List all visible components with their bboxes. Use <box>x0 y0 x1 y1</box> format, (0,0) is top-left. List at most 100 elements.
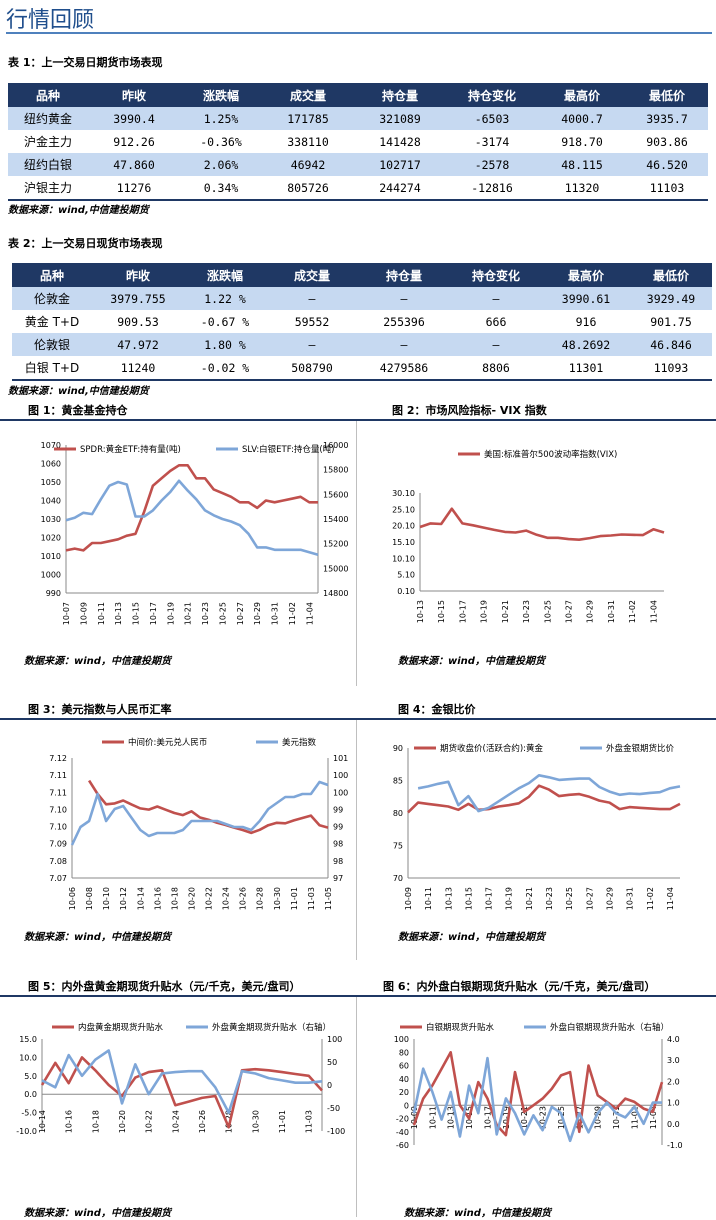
y-tick-label: -10.0 <box>16 1127 37 1136</box>
y-tick-label: 10.10 <box>392 554 415 563</box>
y-tick-label-right: 0 <box>327 1081 332 1090</box>
row-name-cell: 伦敦金 <box>12 287 92 310</box>
y-tick-label: 100 <box>394 1035 409 1044</box>
table-cell: 918.70 <box>561 134 603 149</box>
x-tick-label: 10-21 <box>501 600 510 623</box>
y-tick-label-right: 16000 <box>323 441 348 450</box>
x-tick-label: 10-09 <box>79 602 88 625</box>
y-tick-label-right: 100 <box>327 1035 342 1044</box>
x-tick-label: 11-05 <box>324 887 333 910</box>
y-tick-label: 40 <box>399 1075 409 1084</box>
series-line <box>41 1049 323 1114</box>
table-cell: -12816 <box>446 176 538 201</box>
y-tick-label: 7.10 <box>49 823 67 832</box>
x-tick-label: 10-26 <box>198 1110 207 1133</box>
fig4-title: 图 4：金银比价 <box>398 703 476 716</box>
y-tick-label: 25.10 <box>392 505 415 514</box>
y-tick-label: 7.07 <box>49 874 67 883</box>
x-tick-label: 10-30 <box>251 1110 260 1133</box>
legend-label: 美国:标准普尔500波动率指数(VIX) <box>484 449 617 460</box>
table-cell: 1.22 % <box>184 287 266 310</box>
table-cell: 11320 <box>538 176 626 201</box>
x-tick-label: 11-03 <box>307 887 316 910</box>
x-tick-label: 11-04 <box>666 887 675 910</box>
row-name-cell: 纽约黄金 <box>8 107 88 130</box>
table-cell: 912.26 <box>113 134 155 149</box>
x-tick-label: 11-04 <box>305 602 314 625</box>
table-cell: 3929.49 <box>630 287 712 310</box>
x-tick-label: 10-31 <box>626 887 635 910</box>
x-tick-label: 10-13 <box>447 1106 456 1129</box>
y-tick-label: 80 <box>399 1048 409 1057</box>
series-line <box>65 464 318 552</box>
table-cell: 102717 <box>354 153 446 176</box>
table-cell: – <box>266 287 358 310</box>
x-tick-label: 10-27 <box>575 1106 584 1129</box>
x-tick-label: 10-29 <box>253 602 262 625</box>
table-row: 沪金主力 912.26 -0.36% 338110 141428 -3174 918.70 9… <box>8 130 708 153</box>
table-header-row: 品种 昨收 涨跌幅 成交量 持仓量 持仓变化 最高价 最低价 <box>8 83 708 107</box>
x-tick-label: 10-09 <box>410 1106 419 1129</box>
y-tick-label: 0.10 <box>397 587 415 596</box>
y-tick-label: -40 <box>396 1128 409 1137</box>
table-cell: – <box>266 333 358 356</box>
chart-gold-basis: -10.0 -5.0 0.0 5.0 10.0 15.0 -100 -50 0 50 100 10-1… <box>16 1022 345 1136</box>
table-cell: 916 <box>575 314 597 329</box>
row-name-cell: 黄金 T+D <box>24 315 80 329</box>
x-tick-label: 10-19 <box>480 600 489 623</box>
fig-row2-top-rule <box>0 718 716 720</box>
fig1-title: 图 1：黄金基金持仓 <box>28 404 128 417</box>
table-cell: 0.34% <box>180 176 262 201</box>
x-tick-label: 10-17 <box>483 1106 492 1129</box>
y-tick-label: 80 <box>393 809 403 818</box>
x-tick-label: 10-19 <box>166 602 175 625</box>
table-cell: 11276 <box>88 176 180 201</box>
table-cell: – <box>450 333 542 356</box>
x-tick-label: 10-08 <box>85 887 94 910</box>
legend-label: 白银期现货升贴水 <box>426 1022 495 1033</box>
y-tick-label: 7.11 <box>49 771 67 780</box>
x-tick-label: 10-23 <box>522 600 531 623</box>
y-tick-label-right: 98 <box>333 857 343 866</box>
x-tick-label: 10-29 <box>594 1106 603 1129</box>
x-tick-label: 10-17 <box>458 600 467 623</box>
legend-label: 美元指数 <box>282 737 317 748</box>
chart-usd-cny: 7.07 7.08 7.09 7.10 7.10 7.11 7.11 7.12 97 98 98 99… <box>49 737 348 910</box>
table-row: 伦敦金 3979.755 1.22 % – – –3990.61 3929.49 <box>12 287 712 310</box>
page-title: 行情回顾 <box>6 8 95 33</box>
y-tick-label: 15.10 <box>392 538 415 547</box>
table-cell: 903.86 <box>646 134 688 149</box>
row-name-cell: 伦敦银 <box>12 333 92 356</box>
fig5-title: 图 5：内外盘黄金期现货升贴水（元/千克，美元/盘司） <box>28 980 301 993</box>
y-tick-label: 30.10 <box>392 489 415 498</box>
x-tick-label: 11-02 <box>288 602 297 625</box>
y-tick-label: 1060 <box>41 460 61 469</box>
legend-label: 中间价:美元兑人民币 <box>128 737 207 748</box>
table-cell: 3990.61 <box>542 287 630 310</box>
spot-table: 品种 昨收 涨跌幅 成交量 持仓量 持仓变化 最高价 最低价 伦敦金 3979.755 1.22 %… <box>12 263 712 381</box>
x-tick-label: 11-01 <box>290 887 299 910</box>
table-cell: 508790 <box>266 356 358 381</box>
table-cell: 3990.4 <box>88 107 180 130</box>
table-cell: 909.53 <box>117 314 159 329</box>
table-row: 纽约白银 47.860 2.06% 46942 102717 -2578 48.115 46.… <box>8 153 708 176</box>
table-cell: 1.80 % <box>184 333 266 356</box>
table-cell: -0.02 % <box>184 356 266 381</box>
legend-label: 期货收盘价(活跃合约):黄金 <box>440 743 543 754</box>
table-header-row: 品种 昨收 涨跌幅 成交量 持仓量 持仓变化 最高价 最低价 <box>12 263 712 287</box>
table-cell: 1.25% <box>180 107 262 130</box>
column-header: 品种 <box>8 83 88 107</box>
x-tick-label: 10-09 <box>404 887 413 910</box>
x-tick-label: 10-14 <box>38 1110 47 1133</box>
y-tick-label: 75 <box>393 842 403 851</box>
x-tick-label: 10-23 <box>201 602 210 625</box>
y-tick-label-right: 99 <box>333 823 343 832</box>
table-cell: 47.972 <box>92 333 184 356</box>
y-tick-label-right: 15400 <box>323 515 348 524</box>
x-tick-label: 10-19 <box>502 1106 511 1129</box>
fig-row3-top-rule <box>0 995 716 997</box>
table-cell: -2578 <box>446 153 538 176</box>
column-header: 最低价 <box>626 83 708 107</box>
table-cell: -3174 <box>474 134 510 149</box>
y-tick-label-right: 15200 <box>323 540 348 549</box>
